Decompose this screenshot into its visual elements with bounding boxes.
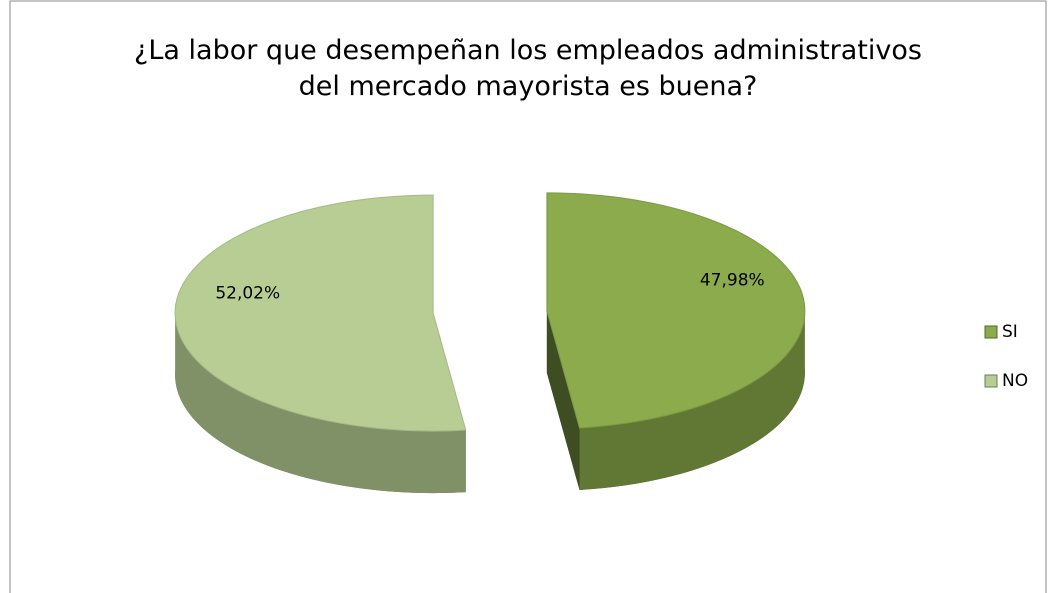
slice [174,194,467,432]
chart-title: ¿La labor que desempeñan los empleados a… [134,35,922,102]
legend-label: NO [1002,371,1028,391]
legend-swatch [984,374,998,388]
data-label: 47,98% [700,271,765,291]
slice [546,192,806,429]
slice-side [175,313,466,494]
slice-side [579,310,805,490]
legend-swatch [984,325,998,339]
legend-label: SI [1002,322,1018,342]
slice-cut-face [546,310,580,490]
data-label: 52,02% [215,283,280,303]
